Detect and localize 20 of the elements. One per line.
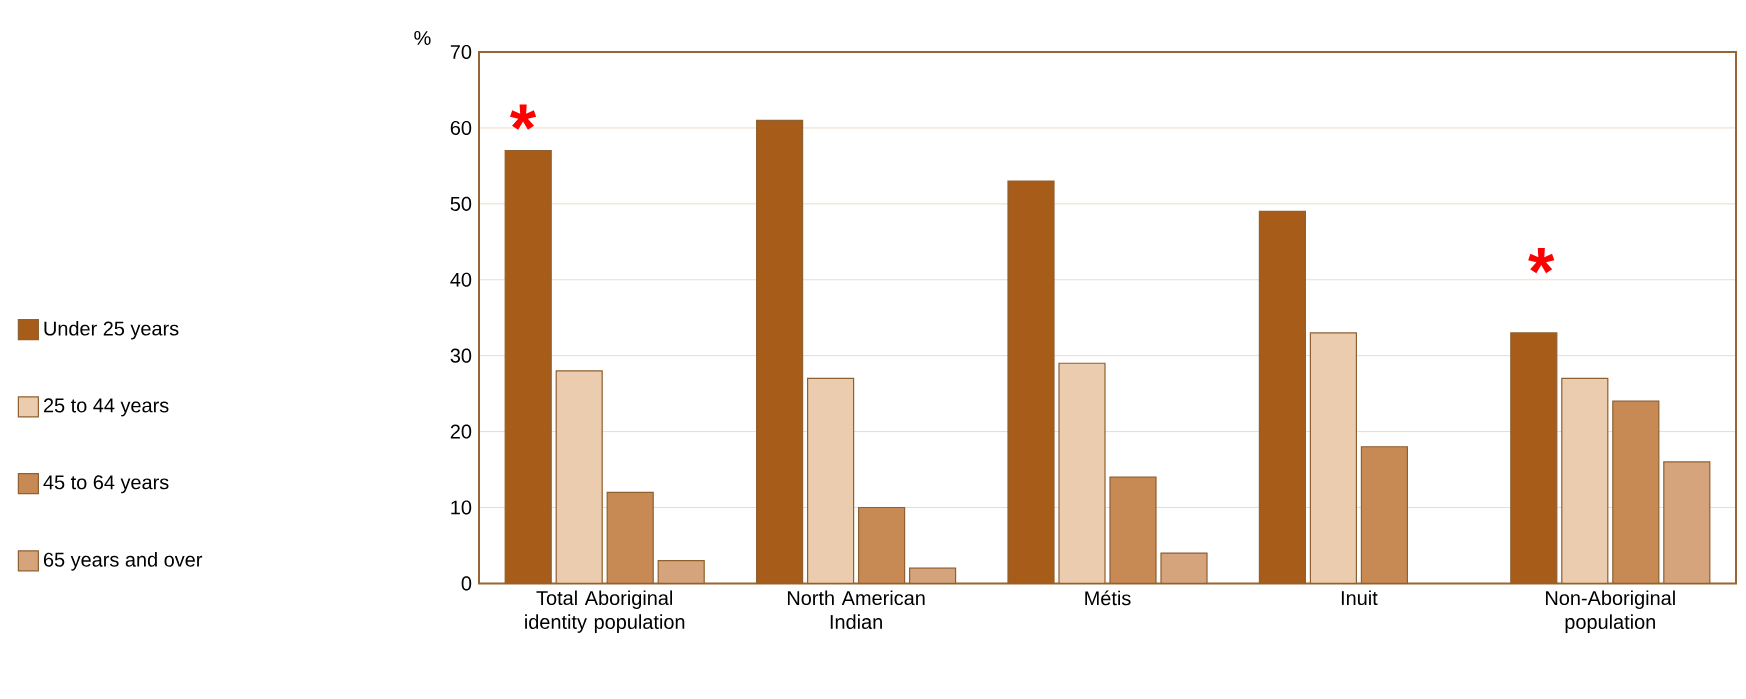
x-tick-label: Métis <box>1085 590 1131 606</box>
legend-label: 45 to 64 years <box>43 475 169 494</box>
y-tick-label: 0 <box>461 576 472 591</box>
y-tick-label: 70 <box>450 44 472 60</box>
x-tick-label: Non-Aboriginal population <box>1546 590 1675 633</box>
annotation: * <box>1528 248 1555 274</box>
y-axis-title: % <box>414 31 431 45</box>
x-tick-label: Total Aboriginal identity population <box>525 590 685 633</box>
y-tick-label: 30 <box>450 348 472 363</box>
x-tick-label: Inuit <box>1341 590 1378 606</box>
y-tick-label: 40 <box>450 272 472 287</box>
annotation: * <box>510 104 537 130</box>
x-tick-label: North American Indian <box>787 590 925 629</box>
legend-label: 25 to 44 years <box>43 398 169 417</box>
y-tick-label: 20 <box>450 424 472 439</box>
y-tick-label: 10 <box>451 500 472 515</box>
legend-label: Under 25 years <box>44 320 179 340</box>
y-tick-label: 50 <box>450 196 472 211</box>
y-tick-label: 60 <box>450 120 472 135</box>
legend-label: 65 years and over <box>43 552 203 571</box>
